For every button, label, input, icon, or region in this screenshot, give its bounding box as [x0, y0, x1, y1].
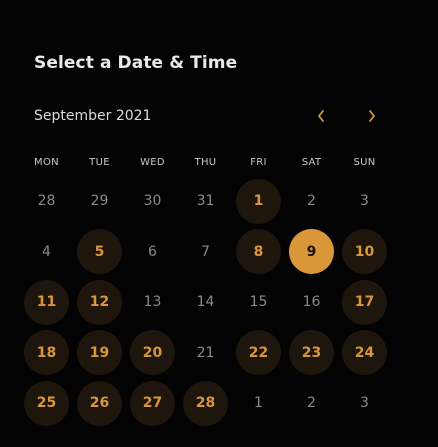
calendar-cell: 10 — [338, 227, 391, 278]
calendar-cell: 22 — [232, 328, 285, 379]
selected-day[interactable]: 9 — [289, 229, 334, 275]
available-day[interactable]: 1 — [236, 178, 281, 224]
available-day[interactable]: 27 — [130, 380, 175, 426]
next-month-button[interactable] — [362, 106, 382, 126]
calendar-cell: 8 — [232, 227, 285, 278]
unavailable-day: 2 — [307, 193, 316, 210]
available-day[interactable]: 10 — [342, 229, 387, 275]
available-day[interactable]: 5 — [77, 229, 122, 275]
calendar-cell: 7 — [179, 227, 232, 278]
unavailable-day: 6 — [148, 243, 157, 260]
unavailable-day: 21 — [196, 344, 215, 361]
calendar-cell: 28 — [179, 378, 232, 429]
unavailable-day: 15 — [249, 294, 268, 311]
calendar-cell: 24 — [338, 328, 391, 379]
weekday-thu: THU — [194, 157, 217, 168]
unavailable-day: 3 — [360, 193, 369, 210]
available-day[interactable]: 11 — [24, 279, 69, 325]
available-day[interactable]: 24 — [342, 330, 387, 376]
weekday-mon: MON — [34, 157, 59, 168]
available-day[interactable]: 18 — [24, 330, 69, 376]
calendar-cell: 3 — [338, 378, 391, 429]
month-label: September 2021 — [34, 108, 152, 124]
weekday-sat: SAT — [301, 157, 322, 168]
chevron-left-icon — [318, 110, 324, 122]
calendar-cell: 9 — [285, 227, 338, 278]
calendar-cell: 19 — [73, 328, 126, 379]
unavailable-day: 31 — [196, 193, 215, 210]
calendar-cell: 1 — [232, 176, 285, 227]
calendar-cell: 1 — [232, 378, 285, 429]
calendar-cell: 11 — [20, 277, 73, 328]
unavailable-day: 14 — [196, 294, 215, 311]
available-day[interactable]: 8 — [236, 229, 281, 275]
unavailable-day: 3 — [360, 395, 369, 412]
unavailable-day: 28 — [37, 193, 56, 210]
calendar-cell: 2 — [285, 176, 338, 227]
unavailable-day: 7 — [201, 243, 210, 260]
calendar-cell: 15 — [232, 277, 285, 328]
calendar-cell: 27 — [126, 378, 179, 429]
unavailable-day: 2 — [307, 395, 316, 412]
calendar-cell: 18 — [20, 328, 73, 379]
calendar-cell: 31 — [179, 176, 232, 227]
unavailable-day: 4 — [42, 243, 51, 260]
calendar-cell: 25 — [20, 378, 73, 429]
calendar-cell: 30 — [126, 176, 179, 227]
calendar-cell: 29 — [73, 176, 126, 227]
weekday-wed: WED — [140, 157, 165, 168]
available-day[interactable]: 26 — [77, 380, 122, 426]
unavailable-day: 1 — [254, 395, 263, 412]
calendar-cell: 13 — [126, 277, 179, 328]
calendar-cell: 3 — [338, 176, 391, 227]
calendar-cell: 16 — [285, 277, 338, 328]
calendar-cell: 28 — [20, 176, 73, 227]
available-day[interactable]: 22 — [236, 330, 281, 376]
weekday-tue: TUE — [89, 157, 110, 168]
weekday-fri: FRI — [250, 157, 267, 168]
available-day[interactable]: 23 — [289, 330, 334, 376]
calendar-cell: 23 — [285, 328, 338, 379]
available-day[interactable]: 20 — [130, 330, 175, 376]
unavailable-day: 13 — [143, 294, 162, 311]
calendar-cell: 2 — [285, 378, 338, 429]
unavailable-day: 29 — [90, 193, 109, 210]
weekday-sun: SUN — [353, 157, 376, 168]
calendar-cell: 20 — [126, 328, 179, 379]
calendar-cell: 26 — [73, 378, 126, 429]
calendar-cell: 4 — [20, 227, 73, 278]
calendar-cell: 12 — [73, 277, 126, 328]
calendar-cell: 17 — [338, 277, 391, 328]
calendar-cell: 21 — [179, 328, 232, 379]
page-title: Select a Date & Time — [34, 53, 238, 73]
unavailable-day: 16 — [302, 294, 321, 311]
available-day[interactable]: 17 — [342, 279, 387, 325]
previous-month-button[interactable] — [311, 106, 331, 126]
available-day[interactable]: 19 — [77, 330, 122, 376]
weekday-header: MON TUE WED THU FRI SAT SUN — [20, 157, 391, 168]
calendar-grid: 28 29 30 31 1 2 3 4 5 6 7 8 9 10 11 12 13 14 15 16 17 18 19 20 2… — [20, 176, 391, 429]
available-day[interactable]: 12 — [77, 279, 122, 325]
calendar-cell: 6 — [126, 227, 179, 278]
calendar-cell: 5 — [73, 227, 126, 278]
available-day[interactable]: 25 — [24, 380, 69, 426]
unavailable-day: 30 — [143, 193, 162, 210]
chevron-right-icon — [369, 110, 375, 122]
calendar-cell: 14 — [179, 277, 232, 328]
available-day[interactable]: 28 — [183, 380, 228, 426]
